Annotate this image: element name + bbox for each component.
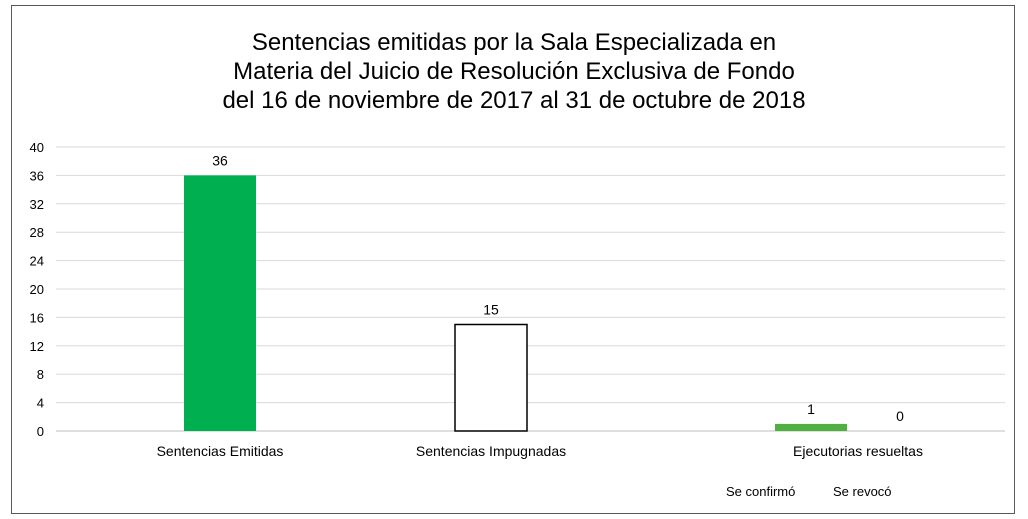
data-label-3: 0 xyxy=(896,408,904,424)
bar-0 xyxy=(184,175,256,431)
chart-title-line-2: Materia del Juicio de Resolución Exclusi… xyxy=(233,58,795,85)
sublabel-se-confirmo: Se confirmó xyxy=(726,484,796,499)
x-category-label-2: Ejecutorias resueltas xyxy=(793,443,923,459)
data-label-0: 36 xyxy=(212,152,228,168)
x-category-label-1: Sentencias Impugnadas xyxy=(416,443,566,459)
y-tick-label-12: 12 xyxy=(30,339,44,354)
bar-1 xyxy=(454,323,528,432)
chart-title-line-1: Sentencias emitidas por la Sala Especial… xyxy=(251,29,777,56)
y-tick-label-24: 24 xyxy=(30,254,44,269)
x-category-label-0: Sentencias Emitidas xyxy=(157,443,284,459)
y-tick-label-40: 40 xyxy=(30,140,44,155)
bar-2 xyxy=(775,423,847,431)
y-tick-label-16: 16 xyxy=(30,310,44,325)
y-tick-label-20: 20 xyxy=(30,282,44,297)
y-tick-label-8: 8 xyxy=(37,367,44,382)
chart-title-line-3: del 16 de noviembre de 2017 al 31 de oct… xyxy=(222,87,806,114)
data-label-1: 15 xyxy=(483,302,499,318)
y-tick-label-4: 4 xyxy=(37,396,44,411)
y-tick-label-0: 0 xyxy=(37,424,44,439)
y-tick-label-32: 32 xyxy=(30,197,44,212)
data-label-2: 1 xyxy=(807,401,815,417)
sublabel-se-revoco: Se revocó xyxy=(833,484,892,499)
chart-title: Sentencias emitidas por la Sala Especial… xyxy=(0,28,1028,115)
y-tick-label-36: 36 xyxy=(30,168,44,183)
y-tick-label-28: 28 xyxy=(30,225,44,240)
